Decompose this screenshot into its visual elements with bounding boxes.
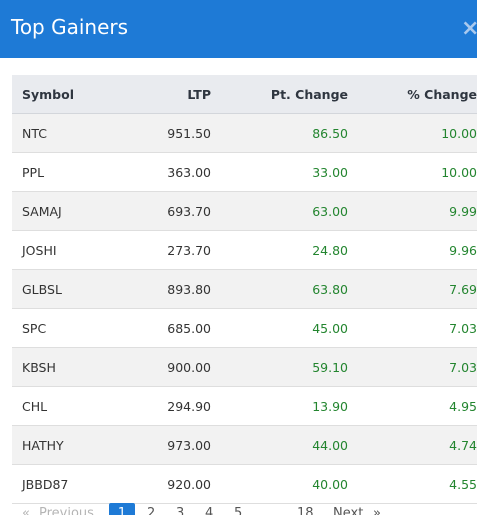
table-row[interactable]: NTC 951.50 86.50 10.00 bbox=[12, 113, 477, 153]
cell-ltp: 294.90 bbox=[132, 386, 211, 426]
cell-symbol: NTC bbox=[12, 113, 132, 153]
cell-symbol: SPC bbox=[12, 308, 132, 348]
cell-pct-change: 4.55 bbox=[348, 464, 477, 504]
cell-symbol: GLBSL bbox=[12, 269, 132, 309]
cell-pct-change: 4.74 bbox=[348, 425, 477, 465]
pagination-page-2[interactable]: 2 bbox=[147, 506, 156, 515]
column-header-pt-change[interactable]: Pt. Change bbox=[211, 75, 348, 114]
cell-ltp: 951.50 bbox=[132, 113, 211, 153]
cell-pt-change: 44.00 bbox=[211, 425, 348, 465]
gainers-table: Symbol LTP Pt. Change % Change NTC 951.5… bbox=[12, 75, 477, 504]
cell-symbol: PPL bbox=[12, 152, 132, 192]
table-row[interactable]: PPL 363.00 33.00 10.00 bbox=[12, 152, 477, 192]
table-row[interactable]: GLBSL 893.80 63.80 7.69 bbox=[12, 269, 477, 309]
cell-symbol: KBSH bbox=[12, 347, 132, 387]
cell-pct-change: 7.03 bbox=[348, 308, 477, 348]
cell-symbol: JOSHI bbox=[12, 230, 132, 270]
table-row[interactable]: JOSHI 273.70 24.80 9.96 bbox=[12, 230, 477, 270]
modal-title: Top Gainers bbox=[11, 15, 129, 39]
pagination-page-4[interactable]: 4 bbox=[205, 506, 214, 515]
close-icon[interactable]: × bbox=[461, 16, 477, 41]
cell-ltp: 273.70 bbox=[132, 230, 211, 270]
cell-ltp: 900.00 bbox=[132, 347, 211, 387]
cell-symbol: CHL bbox=[12, 386, 132, 426]
cell-pct-change: 4.95 bbox=[348, 386, 477, 426]
table-header-row: Symbol LTP Pt. Change % Change bbox=[12, 75, 477, 114]
cell-ltp: 973.00 bbox=[132, 425, 211, 465]
cell-symbol: JBBD87 bbox=[12, 464, 132, 504]
pagination-next[interactable]: Next bbox=[333, 506, 364, 515]
cell-pt-change: 63.80 bbox=[211, 269, 348, 309]
column-header-ltp[interactable]: LTP bbox=[132, 75, 211, 114]
cell-pt-change: 63.00 bbox=[211, 191, 348, 231]
cell-pct-change: 9.96 bbox=[348, 230, 477, 270]
cell-symbol: HATHY bbox=[12, 425, 132, 465]
cell-pct-change: 9.99 bbox=[348, 191, 477, 231]
table-row[interactable]: CHL 294.90 13.90 4.95 bbox=[12, 386, 477, 426]
cell-pct-change: 10.00 bbox=[348, 152, 477, 192]
table-row[interactable]: SPC 685.00 45.00 7.03 bbox=[12, 308, 477, 348]
pagination-page-3[interactable]: 3 bbox=[176, 506, 185, 515]
gainers-table-container: Symbol LTP Pt. Change % Change NTC 951.5… bbox=[12, 75, 477, 504]
cell-pct-change: 7.69 bbox=[348, 269, 477, 309]
cell-ltp: 363.00 bbox=[132, 152, 211, 192]
pagination-next-arrow[interactable]: » bbox=[373, 506, 381, 515]
cell-symbol: SAMAJ bbox=[12, 191, 132, 231]
table-row[interactable]: HATHY 973.00 44.00 4.74 bbox=[12, 425, 477, 465]
cell-ltp: 693.70 bbox=[132, 191, 211, 231]
column-header-pct-change[interactable]: % Change bbox=[348, 75, 477, 114]
pagination-page-1[interactable]: 1 bbox=[109, 503, 135, 515]
cell-pct-change: 10.00 bbox=[348, 113, 477, 153]
pagination-previous: Previous bbox=[39, 506, 94, 515]
cell-pt-change: 45.00 bbox=[211, 308, 348, 348]
modal-header: Top Gainers × bbox=[0, 0, 477, 58]
pagination-ellipsis: ... bbox=[260, 506, 273, 515]
cell-pt-change: 40.00 bbox=[211, 464, 348, 504]
cell-ltp: 920.00 bbox=[132, 464, 211, 504]
cell-pct-change: 7.03 bbox=[348, 347, 477, 387]
pagination-page-5[interactable]: 5 bbox=[234, 506, 243, 515]
cell-ltp: 893.80 bbox=[132, 269, 211, 309]
pagination-page-last[interactable]: 18 bbox=[297, 506, 314, 515]
cell-pt-change: 24.80 bbox=[211, 230, 348, 270]
table-row[interactable]: SAMAJ 693.70 63.00 9.99 bbox=[12, 191, 477, 231]
cell-ltp: 685.00 bbox=[132, 308, 211, 348]
table-row[interactable]: JBBD87 920.00 40.00 4.55 bbox=[12, 464, 477, 504]
column-header-symbol[interactable]: Symbol bbox=[12, 75, 132, 114]
cell-pt-change: 33.00 bbox=[211, 152, 348, 192]
pagination-prev-arrow: « bbox=[22, 506, 30, 515]
cell-pt-change: 13.90 bbox=[211, 386, 348, 426]
table-row[interactable]: KBSH 900.00 59.10 7.03 bbox=[12, 347, 477, 387]
cell-pt-change: 86.50 bbox=[211, 113, 348, 153]
cell-pt-change: 59.10 bbox=[211, 347, 348, 387]
pagination: « Previous 1 2 3 4 5 ... 18 Next » bbox=[0, 501, 477, 515]
